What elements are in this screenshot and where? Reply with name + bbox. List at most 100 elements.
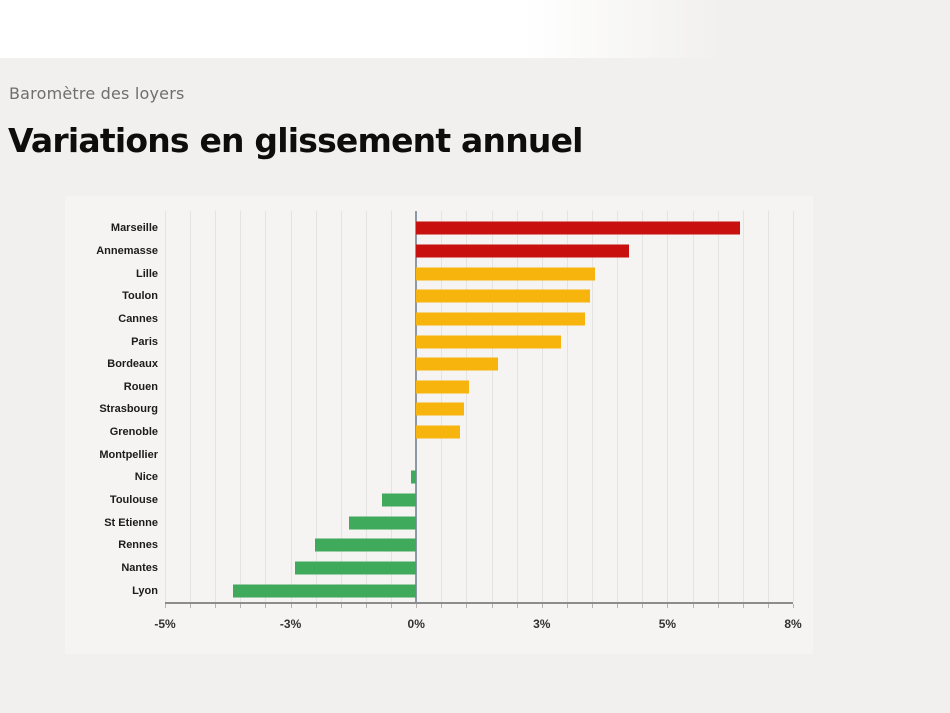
category-label: Annemasse <box>96 244 158 257</box>
chart-row: Rennes <box>118 534 793 557</box>
category-label: Toulon <box>122 290 158 303</box>
chart-row: Montpellier <box>99 443 793 466</box>
category-label: Grenoble <box>109 426 158 439</box>
chart-row: Bordeaux <box>107 353 793 376</box>
chart-row: Paris <box>131 330 793 353</box>
bar-nantes <box>295 561 417 575</box>
header-band <box>0 0 950 58</box>
bar-strasbourg <box>416 402 465 416</box>
axis-tick <box>265 604 267 608</box>
category-label: St Etienne <box>104 516 158 529</box>
axis-tick <box>340 604 342 608</box>
axis-tick <box>391 604 393 608</box>
gridline <box>165 211 166 602</box>
page-title: Variations en glissement annuel <box>8 121 583 160</box>
axis-tick <box>566 604 568 608</box>
category-label: Nantes <box>121 562 158 575</box>
gridline <box>265 211 267 602</box>
bar-annemasse <box>416 244 629 258</box>
axis-tick <box>717 604 719 608</box>
axis-tick <box>441 604 443 608</box>
gridline <box>215 211 217 602</box>
bar-toulouse <box>382 493 417 507</box>
axis-tick <box>767 604 769 608</box>
bar-paris <box>416 335 562 349</box>
category-label: Montpellier <box>99 448 158 461</box>
category-label: Nice <box>134 471 158 484</box>
bar-cannes <box>416 312 586 326</box>
category-label: Paris <box>131 335 158 348</box>
chart-row: Lyon <box>132 579 793 602</box>
category-label: Lille <box>135 267 158 280</box>
x-axis-labels: -5% -3% 0% 3% 5% 8% <box>154 617 801 633</box>
axis-tick <box>290 604 292 608</box>
chart-row: Toulon <box>122 285 793 308</box>
gridline <box>190 211 192 602</box>
gridline <box>516 211 518 602</box>
axis-tick <box>466 604 468 608</box>
gridline <box>642 211 644 602</box>
chart-rows: Marseille Annemasse Lille Toulon Cannes Paris… <box>96 217 793 602</box>
axis-tick <box>793 604 794 608</box>
axis-tick <box>240 604 242 608</box>
axis-tick <box>617 604 619 608</box>
gridline <box>315 211 317 602</box>
gridline <box>667 211 669 602</box>
axis-tick <box>165 604 166 608</box>
category-label: Bordeaux <box>107 358 158 371</box>
chart-row: Nantes <box>121 557 793 580</box>
chart-row: Strasbourg <box>99 398 793 421</box>
gridline <box>365 211 367 602</box>
gridline <box>793 211 794 602</box>
axis-tick <box>516 604 518 608</box>
axis-tick <box>592 604 594 608</box>
category-label: Strasbourg <box>99 403 158 416</box>
chart-row: Cannes <box>118 308 793 331</box>
bar-lyon <box>232 584 417 598</box>
chart-kicker: Baromètre des loyers <box>9 84 185 103</box>
axis-tick <box>541 604 543 608</box>
axis-tick <box>491 604 493 608</box>
gridline <box>466 211 468 602</box>
category-label: Rouen <box>123 380 158 393</box>
plot-area: Marseille Annemasse Lille Toulon Cannes Paris… <box>96 211 794 608</box>
category-label: Lyon <box>132 584 158 597</box>
gridline <box>290 211 292 602</box>
bar-lille <box>416 267 595 281</box>
gridline <box>391 211 393 602</box>
gridline <box>692 211 694 602</box>
axis-tick <box>742 604 744 608</box>
category-label: Toulouse <box>109 494 158 507</box>
gridline <box>617 211 619 602</box>
category-label: Marseille <box>110 222 158 235</box>
chart-row: Nice <box>135 466 793 489</box>
bar-rennes <box>314 538 417 552</box>
bar-st-etienne <box>348 516 417 530</box>
bar-nice <box>411 470 417 484</box>
chart-row: Rouen <box>124 376 793 399</box>
category-label: Rennes <box>118 539 158 552</box>
x-tick-label: 0% <box>407 617 425 631</box>
x-tick-label: 8% <box>784 617 802 631</box>
gridline <box>491 211 493 602</box>
chart-row: Lille <box>136 262 793 285</box>
axis-tick <box>416 604 418 608</box>
chart-row: Toulouse <box>110 489 793 512</box>
bar-rouen <box>416 380 470 394</box>
gridline <box>742 211 744 602</box>
axis-tick <box>315 604 317 608</box>
category-label: Cannes <box>118 312 158 325</box>
gridline <box>592 211 594 602</box>
chart-row: Grenoble <box>110 421 793 444</box>
chart-panel: Marseille Annemasse Lille Toulon Cannes Paris… <box>65 196 813 654</box>
axis-tick <box>365 604 367 608</box>
bar-bordeaux <box>416 357 499 371</box>
axis-tick <box>215 604 217 608</box>
gridline <box>767 211 769 602</box>
x-tick-label: -5% <box>154 617 176 631</box>
chart-row: Annemasse <box>96 240 793 263</box>
axis-tick <box>692 604 694 608</box>
gridline <box>566 211 568 602</box>
axis-tick <box>642 604 644 608</box>
x-axis-line <box>165 602 794 608</box>
